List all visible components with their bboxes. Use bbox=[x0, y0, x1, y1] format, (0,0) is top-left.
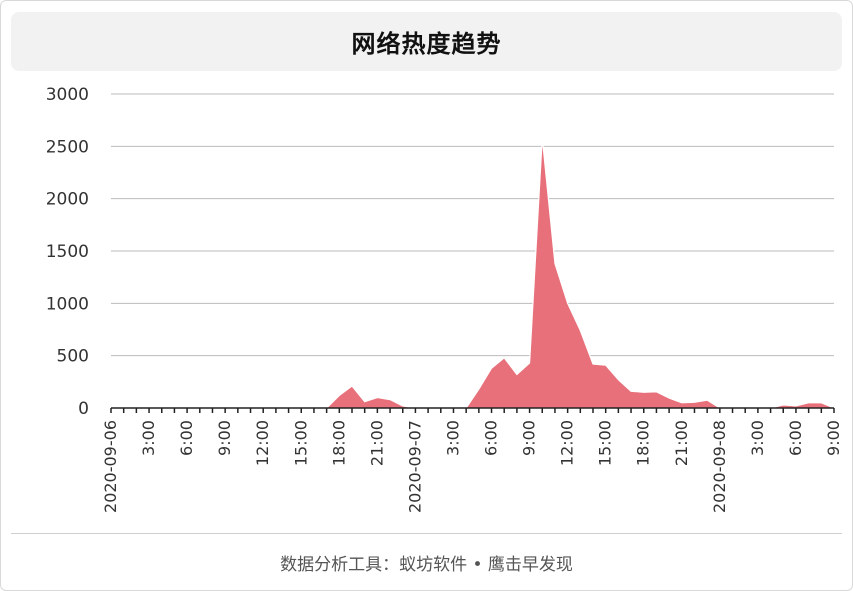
footer-credit: 数据分析工具：蚁坊软件 • 鹰击早发现 bbox=[280, 555, 573, 575]
y-tick-label: 500 bbox=[57, 347, 89, 367]
y-axis-ticks: 0 500 1000 1500 2000 2500 3000 bbox=[46, 85, 89, 419]
x-tick-label: 21:00 bbox=[367, 420, 386, 466]
y-tick-label: 2000 bbox=[46, 190, 89, 210]
chart-title-box: 网络热度趋势 bbox=[11, 12, 842, 71]
x-axis bbox=[110, 407, 835, 413]
area-fill bbox=[111, 137, 834, 408]
area-outline bbox=[111, 137, 835, 409]
x-tick-label: 9:00 bbox=[520, 420, 539, 456]
x-tick-label: 21:00 bbox=[672, 420, 691, 466]
x-tick-label: 3:00 bbox=[748, 420, 767, 456]
x-tick-label: 15:00 bbox=[596, 420, 615, 466]
x-tick-label: 18:00 bbox=[329, 420, 348, 466]
area-series bbox=[110, 137, 835, 409]
y-tick-label: 1000 bbox=[46, 294, 89, 314]
y-tick-label: 2500 bbox=[46, 137, 89, 157]
x-tick-label: 9:00 bbox=[215, 420, 234, 456]
footer-divider bbox=[11, 533, 842, 534]
x-tick-label: 15:00 bbox=[291, 420, 310, 466]
x-tick-label: 9:00 bbox=[824, 420, 843, 456]
gridlines bbox=[111, 93, 834, 357]
x-tick-label: 12:00 bbox=[253, 420, 272, 466]
x-axis-ticks: 2020-09-06 3:00 6:00 9:00 12:00 15:00 18:00 21:… bbox=[101, 420, 843, 513]
y-tick-label: 3000 bbox=[46, 85, 89, 105]
x-tick-label: 18:00 bbox=[634, 420, 653, 466]
y-tick-label: 1500 bbox=[46, 242, 89, 262]
x-tick-label: 6:00 bbox=[177, 420, 196, 456]
x-tick-label: 2020-09-06 bbox=[101, 420, 120, 513]
x-tick-label: 2020-09-08 bbox=[710, 420, 729, 513]
chart-title: 网络热度趋势 bbox=[351, 30, 502, 58]
x-tick-label: 2020-09-07 bbox=[405, 420, 424, 513]
x-tick-label: 6:00 bbox=[482, 420, 501, 456]
x-tick-label: 6:00 bbox=[786, 420, 805, 456]
x-tick-label: 3:00 bbox=[139, 420, 158, 456]
x-tick-label: 3:00 bbox=[443, 420, 462, 456]
x-tick-label: 12:00 bbox=[558, 420, 577, 466]
y-tick-label: 0 bbox=[78, 399, 89, 419]
